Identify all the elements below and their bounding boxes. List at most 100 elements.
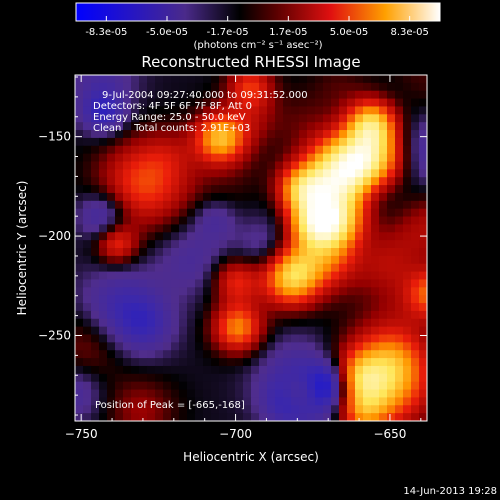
image-pixel: [235, 208, 244, 218]
image-pixel: [131, 98, 140, 108]
image-pixel: [267, 185, 276, 194]
image-pixel: [91, 98, 100, 108]
image-pixel: [107, 271, 116, 281]
image-pixel: [203, 310, 212, 320]
image-pixel: [235, 381, 244, 391]
image-pixel: [259, 271, 268, 281]
image-pixel: [251, 240, 260, 249]
image-pixel: [99, 413, 108, 421]
image-pixel: [91, 358, 100, 367]
image-pixel: [403, 303, 412, 312]
image-pixel: [219, 334, 228, 343]
image-pixel: [203, 279, 212, 288]
image-pixel: [123, 334, 132, 343]
image-pixel: [83, 82, 92, 92]
image-pixel: [387, 240, 396, 249]
image-pixel: [283, 263, 292, 273]
image-pixel: [419, 130, 427, 139]
image-pixel: [75, 318, 84, 328]
image-pixel: [139, 263, 148, 273]
image-pixel: [283, 90, 292, 100]
image-pixel: [195, 145, 204, 155]
image-pixel: [203, 318, 212, 328]
image-pixel: [403, 365, 412, 375]
image-pixel: [363, 381, 372, 391]
image-pixel: [363, 98, 372, 108]
image-pixel: [307, 232, 316, 241]
image-pixel: [75, 153, 84, 163]
image-pixel: [347, 381, 356, 391]
image-pixel: [83, 326, 92, 336]
image-pixel: [275, 303, 284, 312]
image-pixel: [203, 169, 212, 178]
image-pixel: [315, 295, 324, 304]
x-axis-ticks: −750−700−650−600: [65, 75, 422, 441]
image-pixel: [203, 365, 212, 375]
image-pixel: [243, 130, 252, 139]
image-pixel: [339, 240, 348, 249]
image-pixel: [171, 381, 180, 391]
image-pixel: [83, 130, 92, 139]
image-pixel: [123, 98, 132, 108]
image-pixel: [235, 122, 244, 131]
image-pixel: [347, 405, 356, 414]
image-pixel: [379, 263, 388, 273]
image-pixel: [235, 295, 244, 304]
image-pixel: [163, 263, 172, 273]
image-pixel: [371, 192, 380, 202]
image-pixel: [355, 192, 364, 202]
image-pixel: [147, 153, 156, 163]
image-pixel: [83, 153, 92, 163]
image-pixel: [323, 130, 332, 139]
image-pixel: [307, 192, 316, 202]
image-pixel: [267, 373, 276, 383]
image-pixel: [195, 161, 204, 170]
image-pixel: [411, 75, 420, 84]
image-pixel: [411, 365, 420, 375]
image-pixel: [307, 240, 316, 249]
image-pixel: [179, 216, 188, 226]
image-pixel: [179, 145, 188, 155]
image-pixel: [235, 334, 244, 343]
image-pixel: [403, 350, 412, 359]
image-pixel: [163, 122, 172, 131]
image-pixel: [75, 98, 84, 108]
image-pixel: [107, 303, 116, 312]
image-pixel: [403, 279, 412, 288]
image-pixel: [203, 358, 212, 367]
image-pixel: [243, 145, 252, 155]
image-pixel: [171, 106, 180, 115]
image-pixel: [299, 185, 308, 194]
image-pixel: [227, 342, 236, 351]
image-pixel: [315, 279, 324, 288]
image-pixel: [291, 248, 300, 257]
image-pixel: [147, 358, 156, 367]
image-pixel: [243, 122, 252, 131]
image-pixel: [187, 263, 196, 273]
image-pixel: [131, 232, 140, 241]
image-pixel: [355, 232, 364, 241]
image-pixel: [163, 216, 172, 226]
image-pixel: [139, 224, 148, 233]
image-pixel: [187, 255, 196, 265]
image-pixel: [371, 208, 380, 218]
image-pixel: [235, 232, 244, 241]
image-pixel: [403, 381, 412, 391]
image-pixel: [411, 200, 420, 210]
image-pixel: [75, 90, 84, 100]
image-pixel: [211, 145, 220, 155]
image-pixel: [419, 413, 427, 421]
image-pixel: [395, 326, 404, 336]
image-pixel: [243, 169, 252, 178]
image-pixel: [259, 389, 268, 399]
image-pixel: [243, 271, 252, 281]
image-pixel: [211, 200, 220, 210]
image-pixel: [147, 405, 156, 414]
image-pixel: [131, 200, 140, 210]
image-pixel: [355, 161, 364, 170]
image-pixel: [299, 263, 308, 273]
image-pixel: [315, 248, 324, 257]
image-pixel: [171, 177, 180, 186]
image-pixel: [203, 153, 212, 163]
image-pixel: [155, 373, 164, 383]
